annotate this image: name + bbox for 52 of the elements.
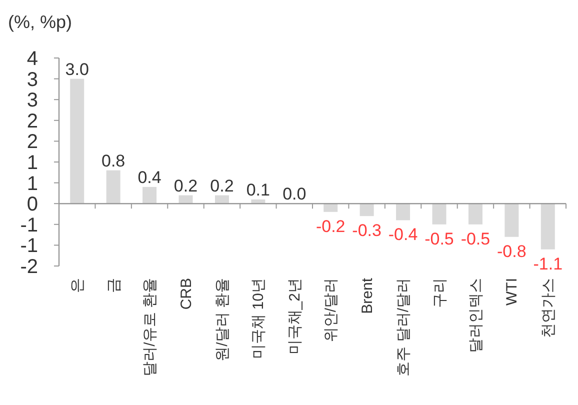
bar — [396, 204, 410, 220]
x-tick-label: CRB — [178, 278, 195, 310]
bar — [324, 204, 338, 212]
bar — [504, 204, 519, 237]
data-label: 0.2 — [210, 176, 234, 196]
y-tick-label: -2 — [20, 256, 38, 278]
y-tick-label: 4 — [26, 48, 38, 70]
data-label: 0.1 — [246, 180, 270, 200]
x-tick-label: Brent — [358, 277, 376, 314]
bar — [214, 195, 229, 204]
bar — [540, 204, 555, 250]
data-label: 0.2 — [174, 176, 198, 196]
x-tick-label: 달러인덱스 — [467, 278, 484, 353]
x-tick-label: 호주 달러/달러 — [395, 278, 412, 376]
y-tick-label: 1 — [26, 152, 38, 174]
x-tick-label: 미국채_2년 — [286, 278, 304, 355]
bar — [360, 204, 374, 216]
data-label: -0.5 — [460, 229, 490, 248]
y-tick-label: 3 — [26, 90, 38, 112]
x-tick-label: 위안/달러 — [322, 278, 340, 342]
y-tick-label: 2 — [26, 110, 38, 132]
x-tick-label: 천연가스 — [540, 278, 557, 338]
chart-title: (%, %p) — [8, 12, 72, 32]
bar — [106, 170, 120, 204]
x-tick-label: 금 — [105, 278, 122, 293]
bar — [142, 186, 157, 204]
x-tick-label: 미국채 10년 — [250, 278, 268, 359]
data-label: 0.0 — [282, 184, 306, 204]
y-tick-label: 1 — [26, 172, 38, 195]
x-tick-label: WTI — [504, 278, 521, 306]
data-label: -1.1 — [533, 254, 563, 274]
x-tick-label: 원/달러 환율 — [214, 278, 231, 362]
data-label: 3.0 — [65, 60, 89, 79]
data-label: -0.2 — [316, 216, 346, 236]
data-label: -0.5 — [424, 229, 454, 248]
bar — [178, 195, 193, 204]
y-tick-label: 2 — [26, 131, 38, 154]
bar — [432, 204, 446, 224]
bar — [468, 204, 482, 224]
data-label: -0.4 — [388, 225, 418, 244]
bar — [70, 78, 84, 204]
data-label: 0.4 — [138, 168, 162, 187]
y-tick-label: 3 — [26, 68, 38, 91]
x-tick-label: 구리 — [431, 278, 448, 308]
data-label: 0.8 — [102, 151, 126, 170]
y-tick-label: -1 — [20, 235, 38, 258]
x-tick-label: 은 — [69, 278, 86, 293]
x-tick-label: 달러/유로 환율 — [142, 278, 159, 376]
data-label: -0.8 — [497, 242, 526, 261]
y-tick-label: 0 — [26, 194, 38, 216]
y-tick-label: -1 — [20, 214, 38, 236]
data-label: -0.3 — [352, 221, 382, 240]
